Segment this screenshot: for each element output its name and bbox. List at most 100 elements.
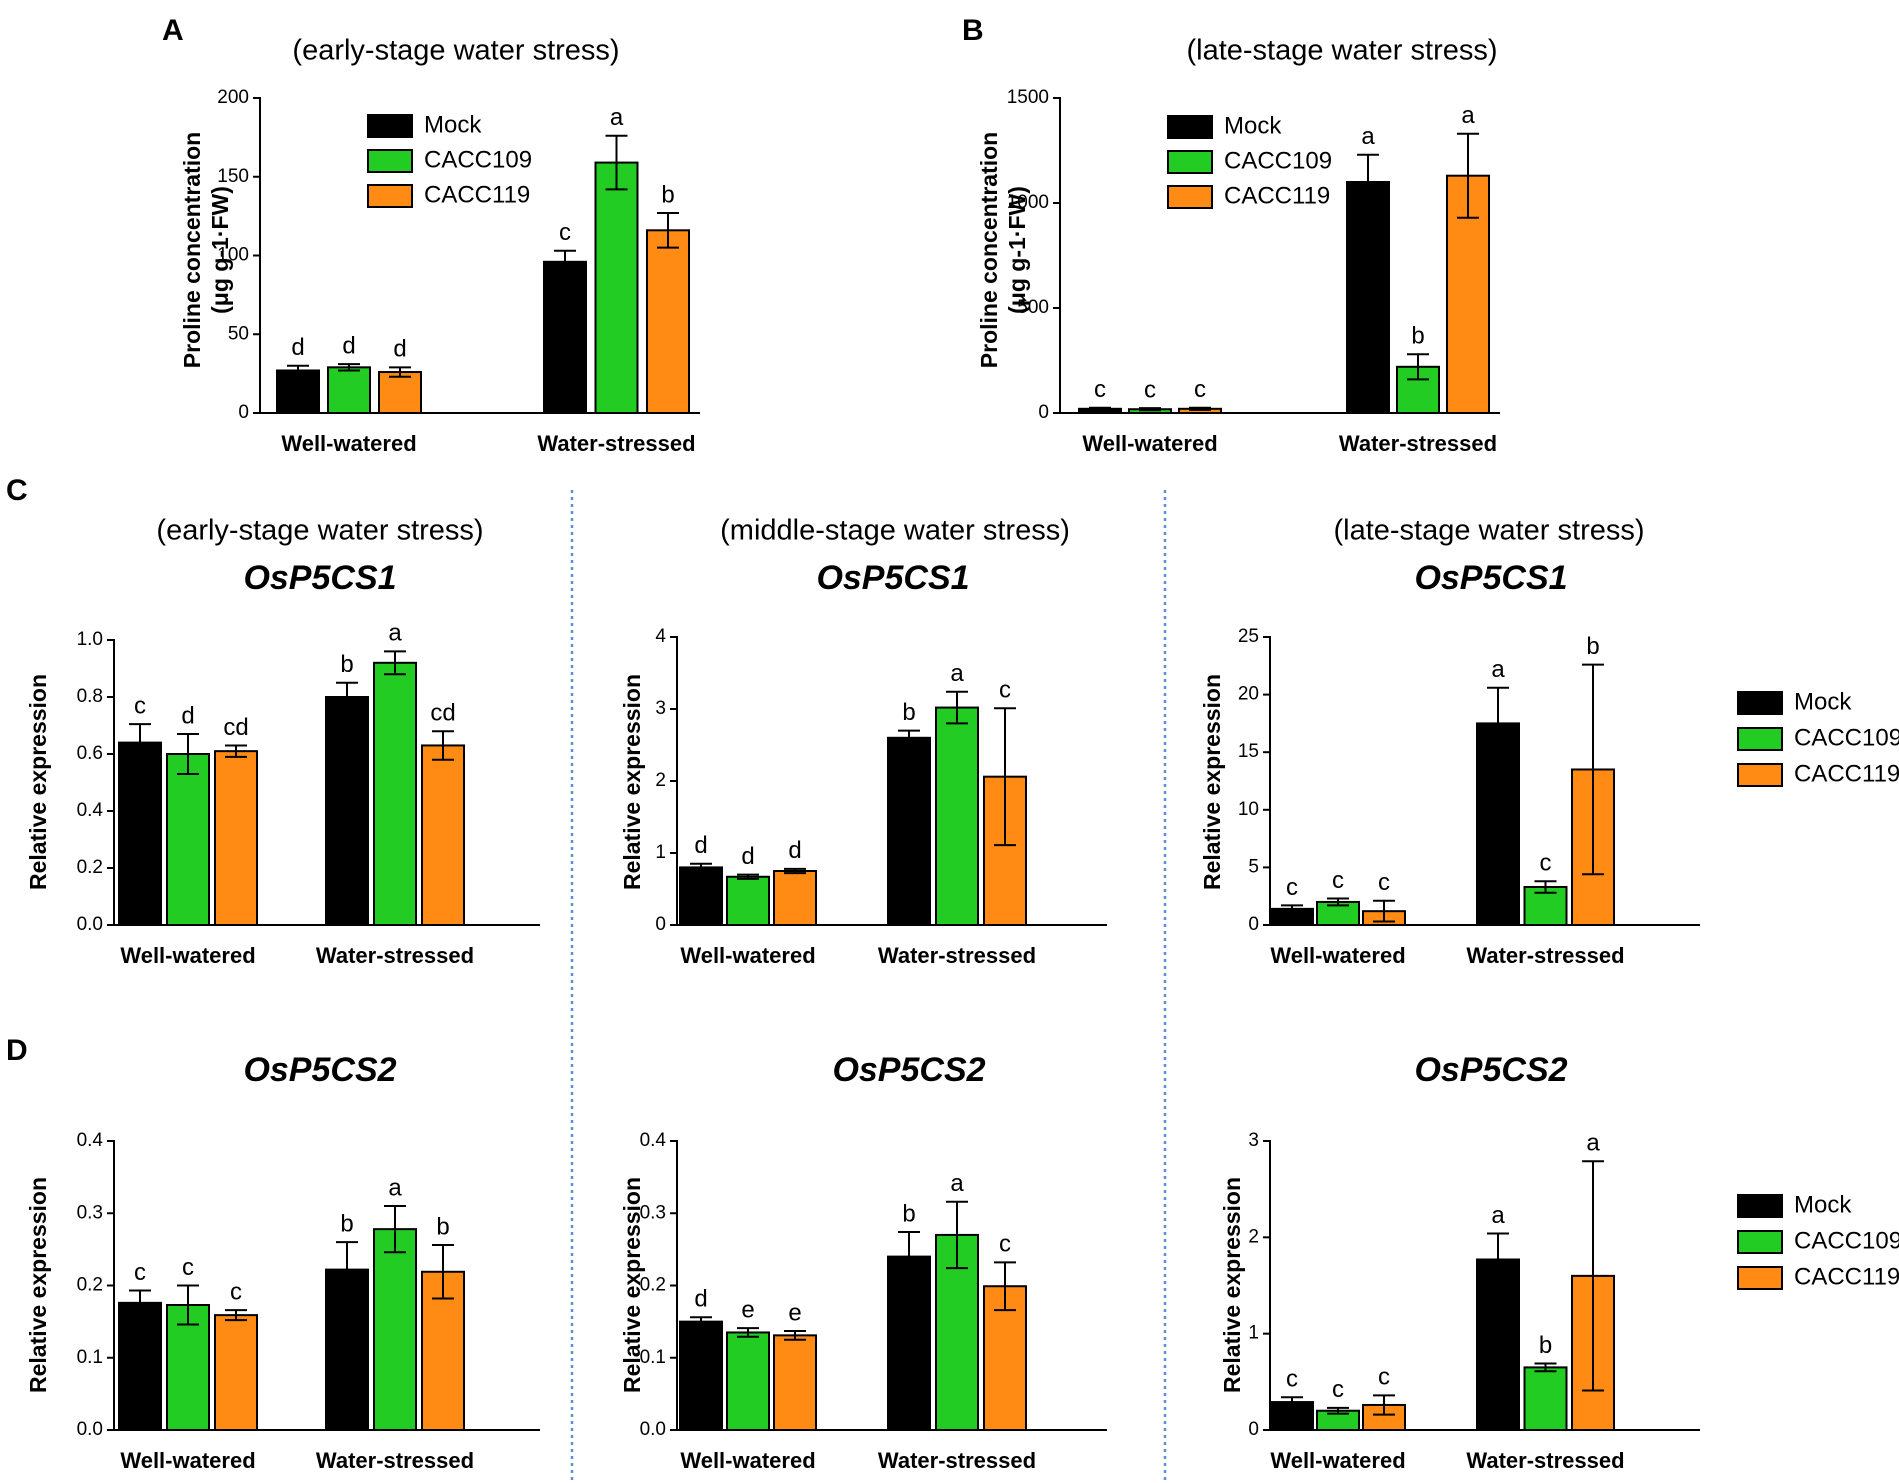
legend-label: Mock bbox=[1224, 112, 1282, 139]
legend-label: CACC109 bbox=[1224, 147, 1332, 174]
legend-swatch-cacc119 bbox=[367, 184, 413, 208]
significance-letter: c bbox=[1194, 376, 1206, 403]
bar-mock bbox=[1346, 181, 1390, 414]
y-tick-label: 0.1 bbox=[77, 1347, 103, 1368]
bar-cacc119 bbox=[214, 750, 258, 927]
significance-letter: d bbox=[788, 837, 801, 864]
chart-C3: (late-stage water stress) OsP5CS1 Relative… bbox=[1199, 515, 1700, 968]
y-axis-label: Relative expression bbox=[25, 1177, 51, 1393]
y-tick-label: 0 bbox=[1038, 402, 1049, 423]
bar-mock bbox=[887, 1255, 931, 1431]
y-axis-label-line1: Proline concentration bbox=[976, 132, 1002, 368]
chart-title: (early-stage water stress) bbox=[292, 35, 619, 67]
y-tick-label: 1000 bbox=[1007, 192, 1049, 213]
significance-letter: cd bbox=[223, 714, 248, 741]
bar-cacc109 bbox=[373, 1228, 417, 1432]
y-tick-label: 10 bbox=[1238, 799, 1259, 820]
y-tick-label: 0.1 bbox=[640, 1347, 666, 1368]
legend-label: CACC119 bbox=[1224, 182, 1330, 209]
significance-letter: d bbox=[291, 334, 304, 361]
significance-letter: c bbox=[182, 1254, 194, 1281]
chart-D3: OsP5CS2 Relative expression 0 1 2 3 Well-water… bbox=[1219, 1051, 1700, 1473]
bar-mock bbox=[276, 369, 320, 415]
y-tick-label: 100 bbox=[217, 245, 249, 266]
y-axis-label-line2: (μg g-1·FW) bbox=[1004, 186, 1030, 314]
y-tick-label: 15 bbox=[1238, 741, 1259, 762]
bar-cacc109 bbox=[166, 1304, 210, 1431]
significance-letter: d bbox=[741, 843, 754, 870]
y-tick-label: 200 bbox=[217, 87, 249, 108]
significance-letter: c bbox=[230, 1278, 242, 1305]
y-axis-label: Relative expression bbox=[1219, 1177, 1245, 1393]
y-axis-label-group: Relative expression bbox=[25, 674, 51, 890]
x-category-label: Well-watered bbox=[120, 1448, 255, 1473]
y-axis-label-group: Proline concentration (μg g-1·FW) bbox=[179, 132, 233, 368]
x-category-label: Water-stressed bbox=[878, 943, 1036, 968]
y-tick-label: 1 bbox=[1248, 1323, 1259, 1344]
y-tick-label: 0.2 bbox=[77, 857, 103, 878]
x-category-label: Water-stressed bbox=[537, 431, 695, 456]
x-category-label: Well-watered bbox=[1270, 1448, 1405, 1473]
bar-cacc109 bbox=[726, 1331, 770, 1432]
bar-cacc119 bbox=[214, 1314, 258, 1432]
legend-panel-c: Mock CACC109 CACC119 bbox=[1737, 688, 1899, 787]
legend-panel-b: Mock CACC109 CACC119 bbox=[1167, 112, 1332, 209]
gene-title: OsP5CS2 bbox=[832, 1051, 985, 1089]
y-tick-label: 50 bbox=[228, 323, 249, 344]
significance-letter: a bbox=[1491, 656, 1505, 683]
significance-letter: c bbox=[999, 1231, 1011, 1258]
significance-letter: e bbox=[788, 1299, 801, 1326]
y-axis-label-group: Relative expression bbox=[1219, 1177, 1245, 1393]
y-axis-label: Relative expression bbox=[619, 1177, 645, 1393]
y-tick-label: 0.3 bbox=[77, 1202, 103, 1223]
legend-label: CACC109 bbox=[1794, 1227, 1899, 1254]
significance-letter: c bbox=[1286, 1366, 1298, 1393]
chart-title: (late-stage water stress) bbox=[1186, 35, 1497, 67]
x-category-label: Well-watered bbox=[120, 943, 255, 968]
legend-panel-a: Mock CACC109 CACC119 bbox=[367, 111, 532, 208]
y-tick-label: 0.0 bbox=[77, 914, 103, 935]
y-axis-label: Relative expression bbox=[25, 674, 51, 890]
chart-title: (early-stage water stress) bbox=[156, 515, 483, 547]
legend-label: CACC109 bbox=[1794, 724, 1899, 751]
y-axis-label-line1: Proline concentration bbox=[179, 132, 205, 368]
significance-letter: b bbox=[902, 699, 915, 726]
significance-letter: a bbox=[1491, 1202, 1505, 1229]
significance-letter: b bbox=[340, 651, 353, 678]
significance-letter: c bbox=[1332, 1376, 1344, 1403]
x-category-label: Well-watered bbox=[680, 1448, 815, 1473]
y-tick-label: 0 bbox=[1248, 1419, 1259, 1440]
bar-cacc119 bbox=[773, 870, 817, 926]
chart-C2: (middle-stage water stress) OsP5CS1 Relati… bbox=[619, 515, 1107, 968]
y-tick-label: 5 bbox=[1248, 856, 1259, 877]
y-axis-label-group: Relative expression bbox=[619, 674, 645, 890]
significance-letter: d bbox=[181, 702, 194, 729]
significance-letter: a bbox=[388, 620, 402, 647]
legend-swatch-cacc109 bbox=[1737, 727, 1783, 751]
y-tick-label: 150 bbox=[217, 166, 249, 187]
chart-D1: D OsP5CS2 Relative expression 0.0 0.1 0.2 0.3 0… bbox=[6, 1034, 540, 1473]
y-tick-label: 0.4 bbox=[77, 1130, 104, 1151]
significance-letter: a bbox=[388, 1174, 402, 1201]
chart-title: (late-stage water stress) bbox=[1333, 515, 1644, 547]
significance-letter: c bbox=[1378, 1364, 1390, 1391]
significance-letter: a bbox=[950, 660, 964, 687]
panel-label-A: A bbox=[162, 14, 184, 47]
y-tick-label: 4 bbox=[655, 626, 666, 647]
significance-letter: a bbox=[1361, 123, 1375, 150]
legend-label: CACC119 bbox=[424, 181, 530, 208]
significance-letter: c bbox=[1094, 376, 1106, 403]
chart-B: B (late-stage water stress) Proline concen… bbox=[962, 14, 1500, 456]
bar-mock bbox=[118, 741, 162, 926]
significance-letter: e bbox=[741, 1296, 754, 1323]
significance-letter: c bbox=[999, 677, 1011, 704]
y-tick-label: 0.0 bbox=[77, 1419, 103, 1440]
x-category-label: Water-stressed bbox=[1339, 431, 1497, 456]
significance-letter: c bbox=[134, 692, 146, 719]
legend-label: CACC119 bbox=[1794, 1263, 1899, 1290]
bar-cacc109 bbox=[1523, 1366, 1568, 1431]
y-tick-label: 2 bbox=[1248, 1226, 1259, 1247]
y-tick-label: 1.0 bbox=[77, 629, 103, 650]
gene-title: OsP5CS2 bbox=[1414, 1051, 1567, 1089]
